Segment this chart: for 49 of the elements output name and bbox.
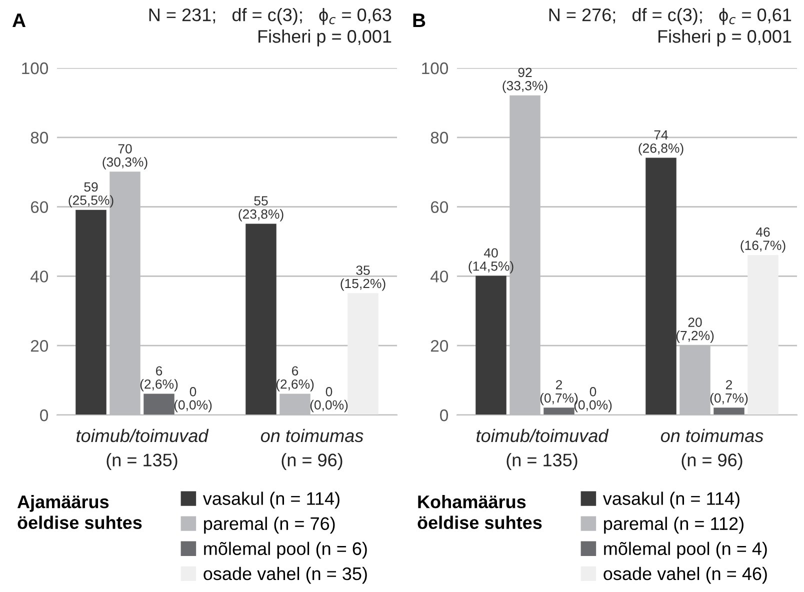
y-tick-label: 60: [30, 201, 48, 214]
legend-title: Kohamäärus öeldise suhtes: [418, 495, 542, 530]
bar: [544, 408, 574, 415]
chart-title: A: [12, 14, 26, 28]
y-tick-label: 80: [30, 132, 48, 144]
data-label: 92 (33,3%): [502, 68, 548, 93]
y-tick-label: 100: [422, 62, 448, 74]
y-tick-label: 20: [430, 340, 448, 352]
bar: [714, 408, 744, 415]
y-tick-label: 20: [30, 340, 48, 352]
legend-label: paremal (n = 76): [204, 516, 335, 534]
data-label: 70 (30,3%): [102, 144, 148, 170]
legend-label: mõlemal pool (n = 4): [604, 542, 767, 559]
data-label: 55 (23,8%): [238, 196, 284, 222]
bar: [246, 224, 276, 415]
y-tick-label: 80: [430, 132, 448, 144]
y-tick-label: 40: [430, 270, 448, 282]
legend-label: paremal (n = 112): [604, 516, 744, 534]
x-tick-label: on toimumas (n = 96): [660, 428, 764, 470]
data-label: 6 (2,6%): [140, 366, 178, 392]
chart-subtitle: N = 276; df = c(3); ϕ$_{c}$ = 0,61 Fisheri p = 0,001: [549, 8, 792, 46]
legend-title: Ajamäärus öeldise suhtes: [17, 495, 142, 530]
data-label: 35 (15,2%): [340, 266, 386, 291]
bar: [348, 293, 378, 415]
x-tick-label: on toimumas (n = 96): [260, 428, 364, 470]
data-label: 40 (14,5%): [468, 248, 514, 274]
legend-label: osade vahel (n = 46): [604, 566, 767, 584]
bar: [748, 254, 778, 415]
chart-title: B: [413, 14, 426, 28]
bar: [476, 276, 506, 415]
legend-label: vasakul (n = 114): [202, 492, 340, 509]
bar: [76, 210, 106, 415]
x-tick-label: toimub/toimuvad (n = 135): [476, 428, 609, 470]
y-tick-label: 60: [430, 201, 448, 214]
y-tick-label: 0: [440, 409, 448, 422]
bar: [144, 394, 174, 415]
bar: [646, 158, 676, 415]
y-tick-label: 0: [40, 409, 48, 422]
data-label: 46 (16,7%): [740, 227, 786, 253]
legend-label: osade vahel (n = 35): [204, 566, 367, 584]
y-tick-label: 100: [22, 62, 48, 74]
data-label: 74 (26,8%): [638, 130, 684, 156]
x-tick-label: toimub/toimuvad (n = 135): [76, 428, 209, 470]
chart-subtitle: N = 231; df = c(3); ϕ$_{c}$ = 0,63 Fisheri p = 0,001: [149, 8, 392, 46]
data-label: 59 (25,5%): [68, 182, 114, 208]
legend-label: mõlemal pool (n = 6): [204, 542, 367, 559]
y-tick-label: 40: [30, 270, 48, 282]
data-label: 2 (0,7%): [710, 380, 748, 406]
legend-label: vasakul (n = 114): [602, 492, 740, 509]
